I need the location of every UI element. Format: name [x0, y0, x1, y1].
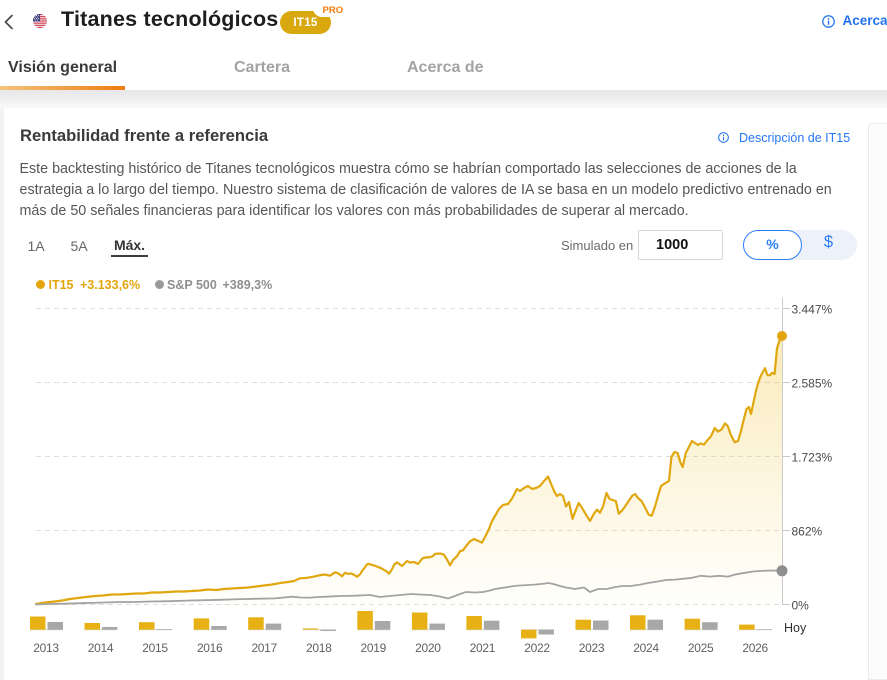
svg-text:Hoy: Hoy: [784, 621, 807, 635]
svg-text:1.723%: 1.723%: [792, 450, 833, 464]
svg-text:2013: 2013: [33, 641, 59, 655]
svg-text:2024: 2024: [633, 641, 659, 655]
svg-text:2.585%: 2.585%: [792, 376, 833, 390]
svg-text:862%: 862%: [792, 524, 823, 538]
svg-text:2022: 2022: [524, 641, 550, 655]
svg-text:3.447%: 3.447%: [792, 302, 833, 316]
svg-text:2023: 2023: [579, 641, 605, 655]
svg-text:2015: 2015: [142, 641, 168, 655]
svg-text:2018: 2018: [306, 641, 332, 655]
svg-text:2014: 2014: [88, 641, 114, 655]
svg-text:2026: 2026: [742, 641, 768, 655]
svg-text:2017: 2017: [251, 641, 277, 655]
svg-text:2019: 2019: [361, 641, 387, 655]
svg-text:2016: 2016: [197, 641, 223, 655]
svg-text:2020: 2020: [415, 641, 441, 655]
svg-text:0%: 0%: [792, 598, 810, 612]
svg-text:2021: 2021: [470, 641, 496, 655]
svg-text:2025: 2025: [688, 641, 714, 655]
